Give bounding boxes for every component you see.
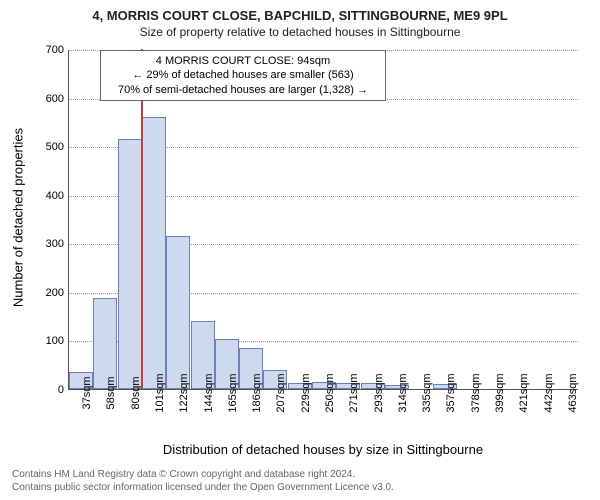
x-tick-label: 144sqm	[203, 373, 215, 412]
x-tick-label: 165sqm	[227, 373, 239, 412]
x-tick-label: 58sqm	[105, 376, 117, 409]
y-tick-label: 400	[46, 190, 69, 202]
y-tick-label: 500	[46, 141, 69, 153]
chart-container: { "title": { "main": "4, MORRIS COURT CL…	[0, 0, 600, 500]
x-tick-label: 122sqm	[178, 373, 190, 412]
y-axis-label: Number of detached properties	[11, 118, 26, 318]
histogram-bar	[142, 117, 166, 389]
plot-area: 010020030040050060070037sqm58sqm80sqm101…	[68, 50, 578, 390]
x-tick-label: 293sqm	[373, 373, 385, 412]
x-tick-label: 80sqm	[130, 376, 142, 409]
y-tick-label: 300	[46, 238, 69, 250]
annotation-box: 4 MORRIS COURT CLOSE: 94sqm ← 29% of det…	[100, 50, 386, 101]
x-tick-label: 207sqm	[275, 373, 287, 412]
x-tick-label: 229sqm	[300, 373, 312, 412]
chart-title: 4, MORRIS COURT CLOSE, BAPCHILD, SITTING…	[0, 0, 600, 23]
y-tick-label: 700	[46, 44, 69, 56]
footer-attribution: Contains HM Land Registry data © Crown c…	[12, 469, 394, 494]
x-tick-label: 463sqm	[567, 373, 579, 412]
x-tick-label: 421sqm	[518, 373, 530, 412]
x-tick-label: 271sqm	[348, 373, 360, 412]
x-tick-label: 101sqm	[154, 373, 166, 412]
annotation-line1: 4 MORRIS COURT CLOSE: 94sqm	[107, 54, 379, 68]
x-tick-label: 378sqm	[470, 373, 482, 412]
histogram-bar	[118, 139, 142, 389]
annotation-line2: ← 29% of detached houses are smaller (56…	[107, 68, 379, 82]
y-tick-label: 0	[58, 384, 69, 396]
histogram-bar	[93, 298, 117, 389]
x-tick-label: 442sqm	[543, 373, 555, 412]
histogram-bar	[166, 236, 190, 389]
x-tick-label: 250sqm	[324, 373, 336, 412]
x-tick-label: 186sqm	[251, 373, 263, 412]
y-tick-label: 600	[46, 93, 69, 105]
y-tick-label: 200	[46, 287, 69, 299]
annotation-line3: 70% of semi-detached houses are larger (…	[107, 83, 379, 97]
footer-line1: Contains HM Land Registry data © Crown c…	[12, 469, 394, 482]
x-tick-label: 399sqm	[494, 373, 506, 412]
x-tick-label: 335sqm	[421, 373, 433, 412]
x-axis-label: Distribution of detached houses by size …	[163, 442, 483, 457]
x-tick-label: 357sqm	[445, 373, 457, 412]
y-tick-label: 100	[46, 335, 69, 347]
footer-line2: Contains public sector information licen…	[12, 482, 394, 495]
x-tick-label: 37sqm	[81, 376, 93, 409]
x-tick-label: 314sqm	[397, 373, 409, 412]
chart-subtitle: Size of property relative to detached ho…	[0, 23, 600, 39]
